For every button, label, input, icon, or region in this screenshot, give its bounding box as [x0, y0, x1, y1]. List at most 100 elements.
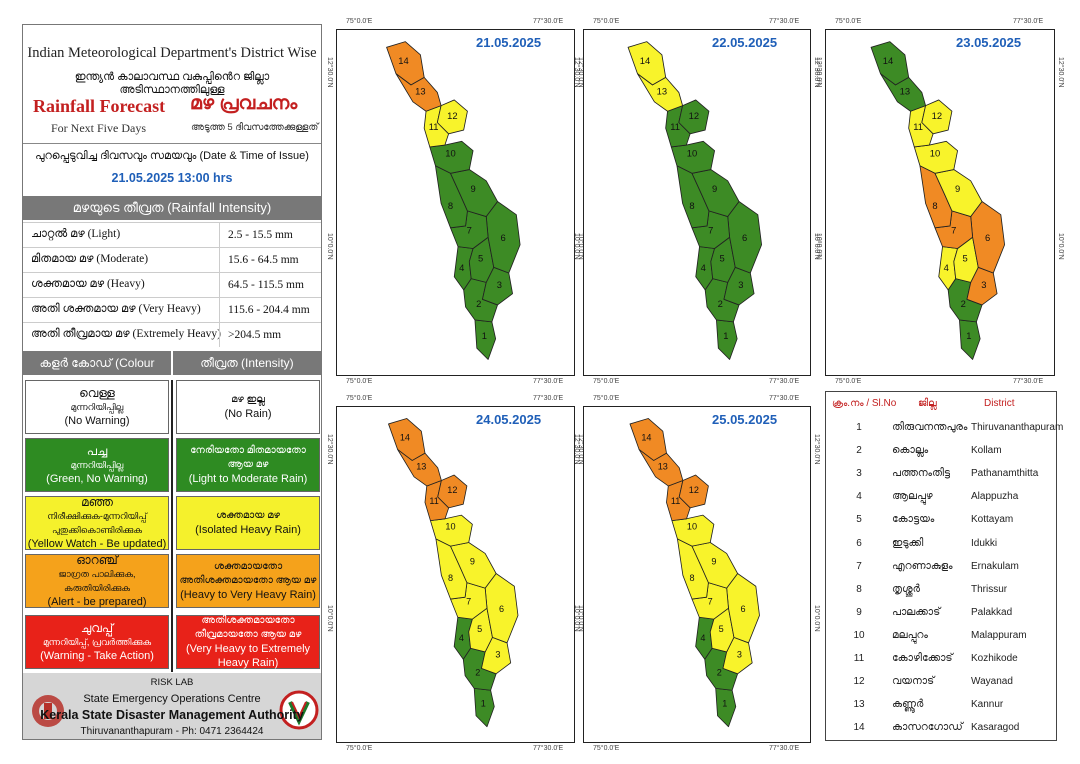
colour-name: വെള്ള	[79, 386, 115, 400]
district-number: 3	[738, 279, 743, 290]
district-no: 1	[856, 422, 862, 433]
district-number: 12	[689, 110, 699, 121]
district-number: 4	[459, 633, 464, 643]
district-number: 3	[497, 279, 502, 290]
legend-row: 10 മലപ്പുറം Malappuram	[826, 624, 1058, 647]
district-name-en: Kollam	[971, 445, 1002, 457]
district-9	[691, 542, 739, 589]
issue-datetime: 21.05.2025 13:00 hrs	[111, 171, 233, 185]
district-name-ml: തിരുവനന്തപുരം	[892, 421, 968, 433]
district-name-ml: മലപ്പുറം	[892, 628, 928, 641]
district-number: 6	[741, 604, 746, 614]
intensity-label: ശക്തമായ മഴ (Heavy)	[31, 278, 145, 290]
colour-name: ഓറഞ്ച്	[76, 553, 118, 567]
district-number: 10	[445, 522, 455, 532]
lon-label: 77°30.0'E	[533, 378, 564, 385]
lon-label: 75°0.0'E	[593, 395, 620, 402]
seoc-name: State Emergency Operations Centre	[83, 693, 261, 705]
legend-row: 6 ഇടുക്കി Idukki	[826, 532, 1058, 555]
district-name-en: Ernakulam	[971, 560, 1019, 572]
legend-row: 12 വയനാട് Wayanad	[826, 670, 1058, 693]
next-five-days-ml: അടുത്ത 5 ദിവസത്തേക്കുള്ളത്	[191, 122, 319, 133]
legend-row: 4 ആലപ്പുഴ Alappuzha	[826, 485, 1058, 508]
issue-block: പുറപ്പെടുവിച്ച ദിവസവും സമയവും (Date & Ti…	[23, 143, 321, 195]
rainfall-forecast-title: Rainfall Forecast	[33, 96, 166, 116]
district-no: 9	[856, 606, 862, 618]
intensity-cell: മഴ ഇല്ല (No Rain)	[176, 380, 320, 434]
header-block: Indian Meteorological Department's Distr…	[23, 25, 321, 143]
intensity-range: >204.5 mm	[219, 323, 321, 347]
lon-label: 77°30.0'E	[1013, 18, 1044, 25]
district-number: 12	[932, 110, 942, 121]
lon-label: 75°0.0'E	[346, 745, 373, 752]
next-five-days: For Next Five Days	[51, 121, 146, 135]
district-number: 9	[470, 183, 475, 194]
district-number: 10	[445, 147, 455, 158]
district-14	[870, 41, 910, 86]
district-number: 11	[429, 121, 439, 132]
district-no: 6	[856, 537, 862, 549]
forecast-map: 21.05.2025 1 2 3 4 5 6 7 8 9 10 11 12 13 14	[336, 29, 575, 376]
lon-label: 75°0.0'E	[593, 745, 620, 752]
district-name-en: Thrissur	[971, 583, 1008, 595]
colour-desc-en: (Yellow Watch - Be updated)	[27, 538, 167, 550]
intensity-desc-en: (Very Heavy to Extremely Heavy Rain)	[185, 643, 311, 669]
legend-row: 5 കോട്ടയം Kottayam	[826, 508, 1058, 531]
district-number: 6	[742, 232, 747, 243]
district-number: 8	[689, 573, 694, 583]
district-number: 12	[689, 485, 699, 495]
rainfall-forecast-ml: മഴ പ്രവചനം	[190, 93, 298, 114]
district-number: 7	[951, 224, 956, 235]
colour-code-header: കളർ കോഡ് (Colour Code)	[23, 351, 171, 394]
colour-code-cell: പച്ച മുന്നറിയിപ്പില്ല (Green, No Warning)	[25, 438, 169, 492]
lat-label: 10°0.0'N	[813, 604, 820, 632]
district-number: 9	[955, 183, 960, 194]
ksdma-name: Kerala State Disaster Management Authori…	[40, 708, 304, 722]
district-number: 11	[429, 496, 438, 506]
district-name-ml: തൃശ്ശൂർ	[892, 582, 920, 595]
district-number: 2	[961, 298, 966, 309]
district-number: 8	[448, 573, 453, 583]
district-number: 11	[913, 121, 923, 132]
district-number: 14	[641, 432, 651, 442]
lat-label: 12°30.0'N	[577, 57, 584, 88]
map-date: 22.05.2025	[712, 35, 778, 50]
district-no: 8	[856, 583, 862, 595]
map-date: 21.05.2025	[476, 35, 542, 50]
district-9	[691, 169, 740, 217]
district-14	[629, 418, 667, 461]
district-no: 14	[853, 722, 865, 734]
forecast-map: 25.05.2025 1 2 3 4 5 6 7 8 9 10 11 12 13 14	[583, 406, 811, 743]
district-number: 14	[883, 55, 893, 66]
district-no: 7	[856, 560, 862, 572]
lon-label: 75°0.0'E	[835, 378, 862, 385]
lon-label: 75°0.0'E	[346, 18, 373, 25]
district-14	[388, 418, 426, 461]
district-number: 5	[719, 624, 724, 634]
district-number: 12	[447, 110, 457, 121]
district-name-ml: കണ്ണൂർ	[892, 698, 924, 711]
district-10	[913, 140, 958, 174]
forecast-map: 24.05.2025 1 2 3 4 5 6 7 8 9 10 11 12 13 14	[336, 406, 575, 743]
district-name-en: Kozhikode	[971, 653, 1018, 664]
lon-label: 75°0.0'E	[593, 378, 620, 385]
lat-label: 10°0.0'N	[573, 232, 580, 260]
legend-row: 13 കണ്ണൂർ Kannur	[826, 693, 1058, 716]
lat-label: 12°30.0'N	[577, 434, 584, 465]
district-number: 11	[671, 496, 680, 506]
intensity-desc-en: (Light to Moderate Rain)	[188, 473, 308, 485]
district-no: 3	[856, 468, 862, 480]
legend-header-no: ക്രം.നം / Sl.No	[832, 398, 897, 409]
district-no: 2	[856, 445, 862, 457]
district-number: 13	[658, 462, 668, 472]
district-number: 9	[470, 556, 475, 566]
district-12	[436, 99, 468, 135]
district-number: 6	[501, 232, 506, 243]
lat-label: 12°30.0'N	[573, 57, 580, 88]
legend-row: 3 പത്തനംതിട്ട Pathanamthitta	[826, 462, 1058, 485]
lat-label: 10°0.0'N	[326, 604, 333, 632]
district-9	[934, 169, 983, 217]
